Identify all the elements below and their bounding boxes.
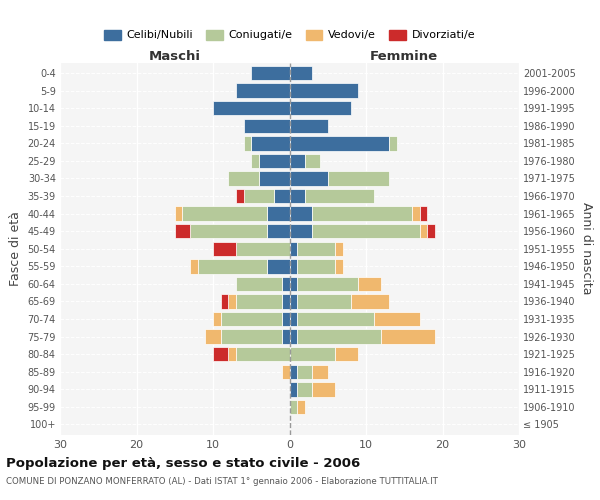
Bar [213,242,236,256]
Bar [350,294,389,308]
Y-axis label: Fasce di età: Fasce di età [9,212,22,286]
Bar [175,206,182,221]
Bar [290,172,328,185]
Bar [305,189,374,203]
Bar [244,118,290,133]
Bar [290,330,297,344]
Text: Femmine: Femmine [370,50,439,63]
Bar [335,242,343,256]
Bar [259,154,290,168]
Bar [282,312,290,326]
Bar [213,312,221,326]
Bar [282,330,290,344]
Bar [290,136,389,150]
Bar [297,276,358,291]
Bar [389,136,397,150]
Bar [305,154,320,168]
Bar [419,206,427,221]
Bar [313,382,335,396]
Bar [290,206,313,221]
Bar [228,172,259,185]
Bar [266,206,290,221]
Bar [313,364,328,379]
Bar [236,242,290,256]
Bar [290,224,313,238]
Bar [382,330,435,344]
Text: COMUNE DI PONZANO MONFERRATO (AL) - Dati ISTAT 1° gennaio 2006 - Elaborazione TU: COMUNE DI PONZANO MONFERRATO (AL) - Dati… [6,478,438,486]
Bar [290,364,297,379]
Bar [297,364,313,379]
Bar [297,242,335,256]
Bar [236,347,290,362]
Bar [290,84,358,98]
Bar [213,101,290,116]
Text: Maschi: Maschi [149,50,201,63]
Bar [290,66,313,80]
Bar [213,347,229,362]
Bar [259,172,290,185]
Bar [290,101,350,116]
Bar [328,172,389,185]
Bar [236,294,282,308]
Bar [236,84,290,98]
Bar [290,189,305,203]
Bar [282,294,290,308]
Bar [374,312,419,326]
Bar [297,312,374,326]
Bar [358,276,382,291]
Bar [290,400,297,414]
Bar [419,224,427,238]
Bar [221,330,282,344]
Bar [427,224,435,238]
Bar [266,259,290,274]
Bar [236,276,282,291]
Bar [221,312,282,326]
Bar [313,206,412,221]
Bar [290,382,297,396]
Bar [221,294,229,308]
Y-axis label: Anni di nascita: Anni di nascita [580,202,593,295]
Bar [290,276,297,291]
Bar [182,206,266,221]
Bar [251,154,259,168]
Bar [297,330,382,344]
Bar [236,189,244,203]
Bar [205,330,221,344]
Bar [313,224,419,238]
Bar [290,118,328,133]
Bar [244,136,251,150]
Bar [297,382,313,396]
Bar [244,189,274,203]
Bar [412,206,419,221]
Bar [198,259,266,274]
Bar [290,294,297,308]
Bar [282,364,290,379]
Bar [228,294,236,308]
Bar [335,347,358,362]
Bar [175,224,190,238]
Bar [274,189,290,203]
Bar [290,259,297,274]
Bar [190,259,198,274]
Bar [290,154,305,168]
Legend: Celibi/Nubili, Coniugati/e, Vedovi/e, Divorziati/e: Celibi/Nubili, Coniugati/e, Vedovi/e, Di… [100,25,479,45]
Bar [282,276,290,291]
Bar [297,294,350,308]
Bar [228,347,236,362]
Bar [190,224,266,238]
Bar [290,312,297,326]
Bar [335,259,343,274]
Bar [297,259,335,274]
Bar [266,224,290,238]
Text: Popolazione per età, sesso e stato civile - 2006: Popolazione per età, sesso e stato civil… [6,458,360,470]
Bar [251,66,290,80]
Bar [251,136,290,150]
Bar [290,242,297,256]
Bar [297,400,305,414]
Bar [290,347,335,362]
